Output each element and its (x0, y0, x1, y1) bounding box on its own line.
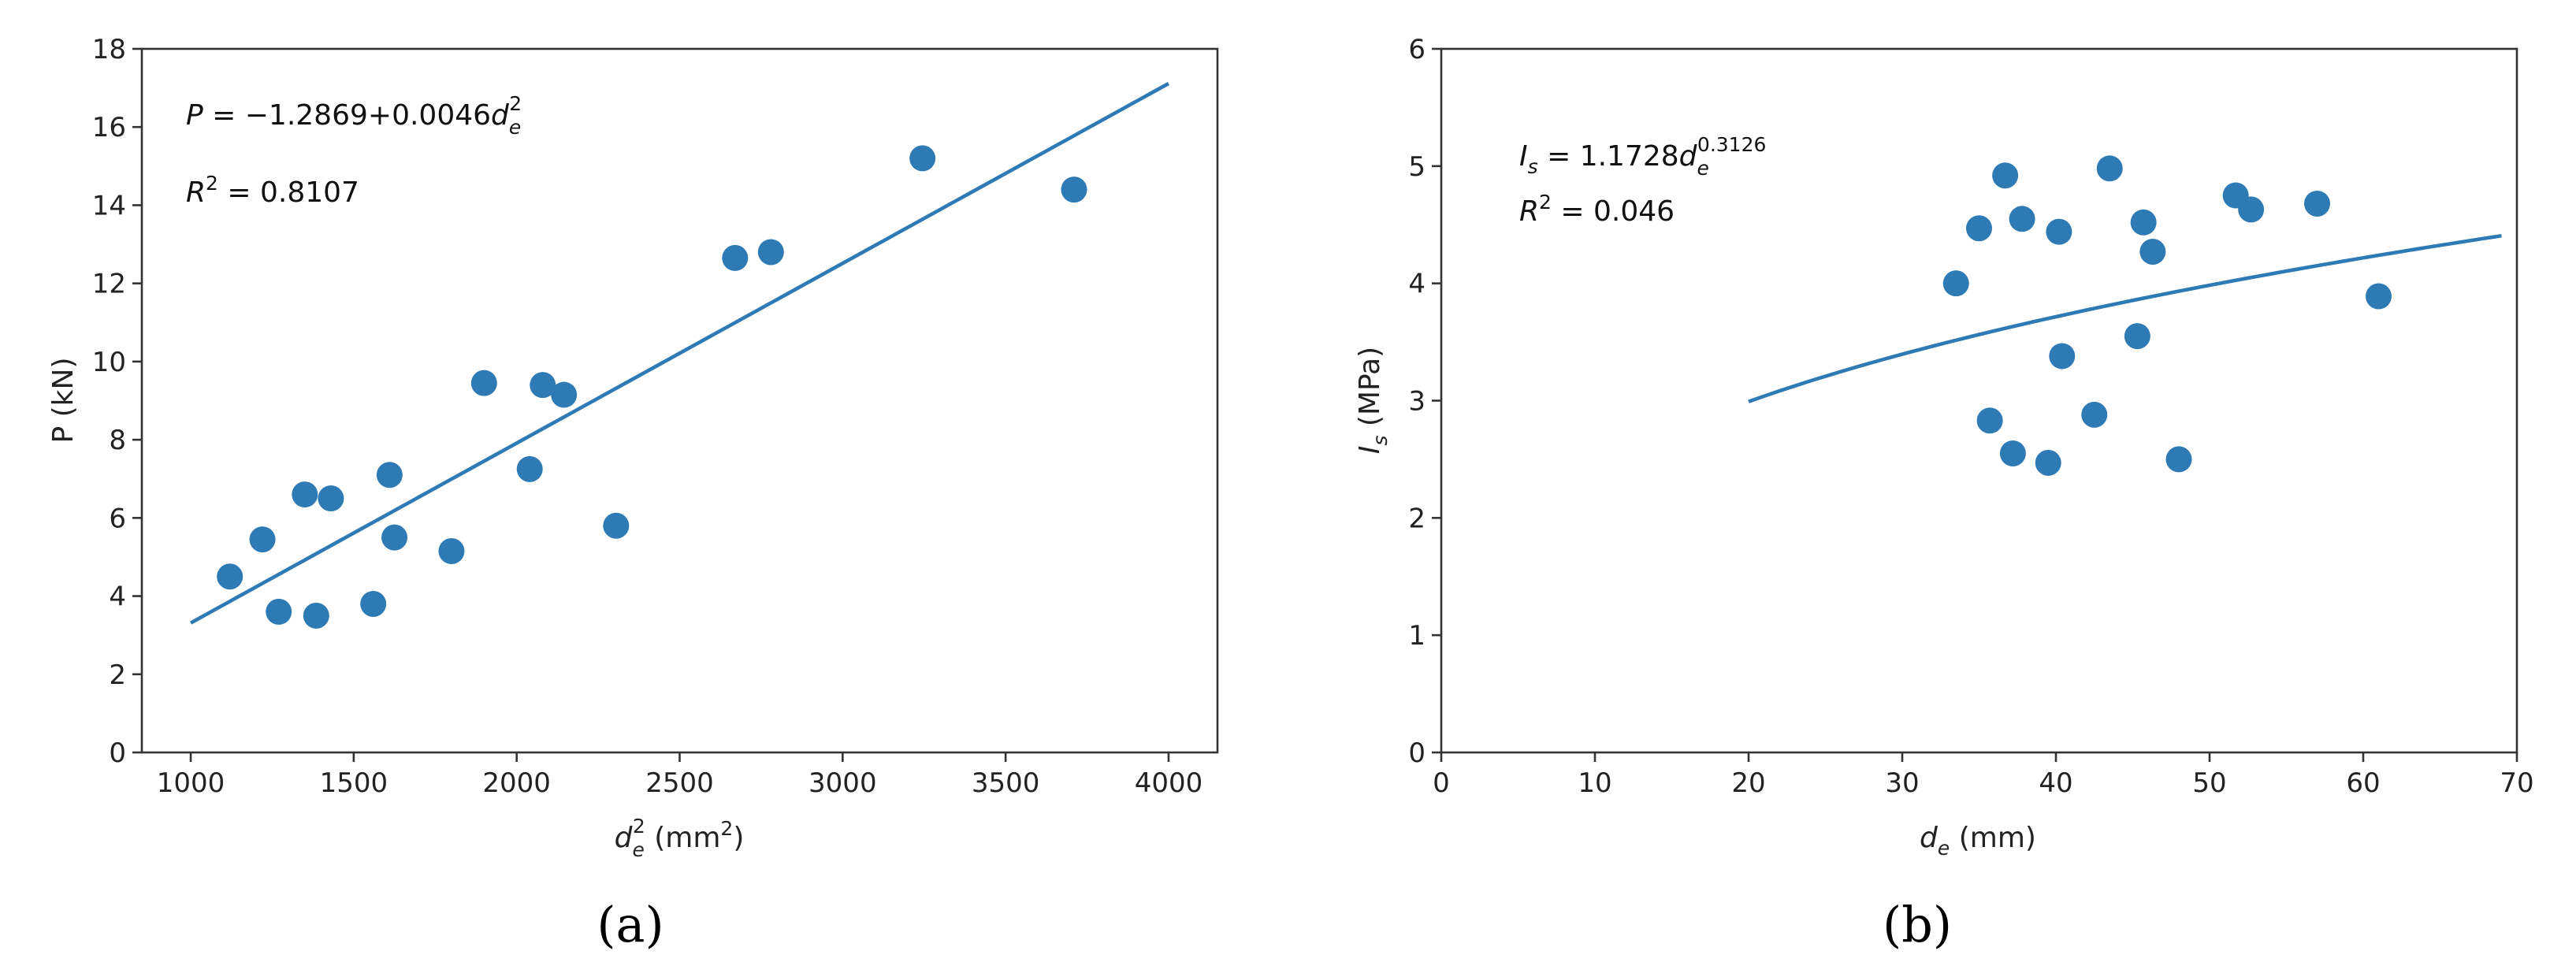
data-point (303, 602, 329, 629)
data-point (1942, 270, 1969, 297)
data-point (2304, 190, 2330, 217)
y-tick-label: 16 (92, 112, 126, 143)
x-tick-label: 10 (1578, 767, 1611, 799)
points-a (217, 145, 1087, 629)
x-tick-label: 0 (1433, 767, 1450, 799)
data-point (1992, 162, 2019, 189)
y-tick-label: 10 (92, 347, 126, 378)
data-point (438, 538, 465, 565)
ticks-a: 1000 1500 2000 2500 3000 3500 4000 0 2 4 6 8 10 12 14 1… (92, 34, 1203, 799)
data-point (2366, 283, 2392, 310)
panel-label-b: (b) (1883, 896, 1952, 953)
x-tick-label: 50 (2192, 767, 2226, 799)
data-point (2081, 401, 2108, 428)
x-tick-label: 30 (1885, 767, 1919, 799)
x-tick-label: 60 (2346, 767, 2380, 799)
data-point (603, 512, 630, 539)
data-point (2165, 446, 2192, 473)
data-point (376, 462, 403, 489)
x-tick-label: 4000 (1135, 767, 1203, 799)
fit-line-b (1748, 233, 2502, 403)
data-point (722, 244, 749, 271)
y-tick-label: 12 (92, 269, 126, 300)
data-point (217, 563, 243, 590)
data-point (757, 239, 784, 266)
data-point (1061, 176, 1087, 203)
y-tick-label: 4 (1408, 269, 1426, 300)
data-point (2096, 155, 2123, 182)
chart-panel-b: 0 10 20 30 40 50 60 70 0 1 2 3 4 5 6 Is = 1.1728de0.31… (1354, 34, 2534, 953)
data-point (2009, 206, 2035, 232)
data-point (2035, 449, 2061, 476)
points-b (1942, 155, 2392, 476)
x-tick-label: 70 (2500, 767, 2533, 799)
r-squared-b: R2 = 0.046 (1519, 191, 1675, 228)
y-tick-label: 4 (109, 581, 126, 613)
chart-panel-a: 1000 1500 2000 2500 3000 3500 4000 0 2 4 6 8 10 12 14 1… (47, 34, 1219, 953)
x-tick-label: 2000 (482, 767, 551, 799)
x-tick-label: 1500 (320, 767, 388, 799)
y-tick-label: 6 (109, 503, 126, 534)
y-tick-label: 5 (1408, 151, 1426, 183)
data-point (318, 485, 344, 512)
x-tick-label: 40 (2039, 767, 2072, 799)
data-point (1976, 407, 2003, 434)
y-tick-label: 8 (109, 425, 126, 456)
data-point (2130, 209, 2157, 236)
y-tick-label: 0 (109, 737, 126, 769)
y-tick-label: 14 (92, 190, 126, 221)
fit-line-a (189, 81, 1170, 625)
data-point (1999, 440, 2026, 466)
x-tick-label: 20 (1731, 767, 1765, 799)
y-tick-label: 1 (1408, 620, 1426, 652)
y-axis-label-b: Is (MPa) (1354, 347, 1392, 454)
data-point (2124, 323, 2150, 350)
x-tick-label: 1000 (157, 767, 225, 799)
y-tick-label: 2 (109, 659, 126, 691)
r-squared-a: R2 = 0.8107 (186, 172, 359, 209)
data-point (292, 481, 318, 508)
x-tick-label: 3000 (808, 767, 877, 799)
y-tick-label: 6 (1408, 34, 1426, 65)
data-point (249, 526, 276, 553)
data-point (266, 598, 292, 625)
data-point (470, 370, 497, 396)
data-point (516, 455, 543, 482)
plot-area-a (140, 47, 1219, 754)
x-axis-label-b: de (mm) (1920, 822, 2036, 860)
data-point (381, 524, 408, 551)
data-point (2046, 218, 2072, 245)
x-tick-label: 2500 (645, 767, 714, 799)
y-axis-label-a: P (kN) (47, 357, 80, 443)
data-point (2049, 343, 2076, 370)
data-point (551, 381, 578, 408)
data-point (909, 145, 936, 172)
panel-label-a: (a) (597, 896, 664, 953)
y-tick-label: 18 (92, 34, 126, 65)
ticks-b: 0 10 20 30 40 50 60 70 0 1 2 3 4 5 6 (1408, 34, 2533, 799)
y-tick-label: 0 (1408, 737, 1426, 769)
data-point (2238, 196, 2265, 223)
data-point (530, 372, 556, 399)
data-point (360, 590, 387, 617)
data-point (1966, 215, 1992, 242)
data-point (2139, 238, 2166, 265)
y-tick-label: 2 (1408, 503, 1426, 534)
equation-b: Is = 1.1728de0.3126 (1519, 133, 1766, 180)
equation-a: P = −1.2869+0.0046de2 (186, 92, 522, 139)
x-tick-label: 3500 (972, 767, 1040, 799)
x-axis-label-a: de2 (mm2) (615, 815, 745, 861)
y-tick-label: 3 (1408, 386, 1426, 418)
